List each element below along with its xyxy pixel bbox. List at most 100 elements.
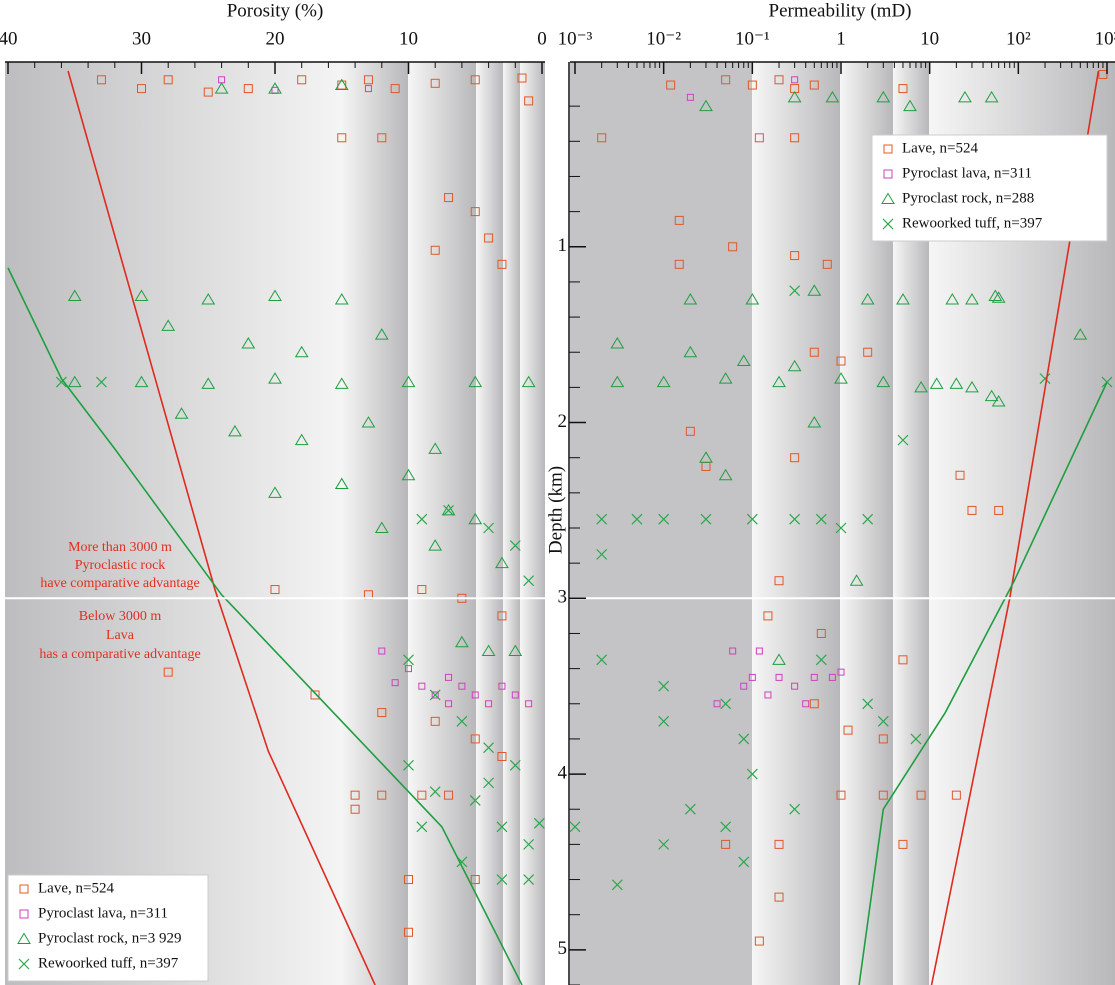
point: [674, 259, 684, 269]
point: [746, 513, 758, 525]
point: [497, 752, 507, 761]
point: [458, 682, 466, 690]
point: [243, 84, 253, 94]
point: [967, 505, 977, 515]
point: [390, 84, 400, 94]
point: [789, 285, 801, 297]
point: [656, 375, 671, 388]
legend-marker: [881, 192, 895, 204]
point: [445, 700, 453, 708]
point: [1073, 328, 1088, 340]
point: [468, 512, 483, 525]
point: [860, 293, 875, 305]
point: [897, 434, 909, 446]
point: [683, 293, 698, 305]
point: [364, 85, 372, 93]
x-tick-label: 40: [0, 28, 18, 49]
annotation: Below 3000 m: [79, 609, 162, 624]
point: [747, 80, 757, 90]
point: [377, 133, 387, 143]
point: [815, 654, 827, 666]
point: [596, 654, 608, 666]
point: [334, 377, 349, 389]
point: [611, 879, 623, 891]
point: [403, 759, 414, 771]
point: [391, 679, 399, 687]
point: [755, 647, 763, 655]
legend-marker: [17, 932, 31, 944]
point: [898, 839, 908, 849]
point: [988, 289, 1003, 301]
point: [428, 442, 443, 454]
point: [596, 548, 608, 560]
point: [862, 513, 874, 525]
point: [403, 654, 414, 666]
point: [1039, 373, 1051, 385]
point: [878, 734, 888, 744]
x-tick-label: 10³: [1095, 28, 1115, 49]
point: [809, 80, 819, 90]
point: [431, 691, 439, 699]
point: [497, 259, 507, 269]
point: [511, 691, 519, 699]
point: [270, 585, 280, 595]
point: [991, 394, 1006, 407]
x-tick-label: 10: [399, 28, 418, 49]
point: [834, 372, 848, 384]
point: [658, 513, 670, 525]
point: [945, 293, 960, 305]
point: [774, 576, 784, 586]
point: [310, 690, 320, 700]
point: [684, 803, 696, 815]
point: [524, 96, 534, 106]
point: [430, 78, 440, 88]
point: [683, 345, 698, 358]
point: [965, 293, 979, 305]
point: [485, 700, 493, 708]
point: [836, 790, 846, 800]
point: [862, 698, 874, 710]
legend-box: [7, 874, 209, 982]
annotation: Pyroclastic rock: [75, 558, 166, 573]
point: [745, 293, 760, 305]
point: [674, 215, 684, 225]
point: [754, 936, 764, 946]
point: [509, 540, 521, 552]
point: [876, 90, 891, 103]
point: [720, 698, 732, 710]
point: [863, 347, 873, 357]
point: [404, 875, 413, 885]
point: [658, 838, 670, 850]
point: [828, 673, 836, 681]
point: [738, 733, 750, 745]
plot-area: [5, 70, 545, 985]
point: [700, 513, 712, 525]
point: [728, 242, 738, 252]
legend-label: Lave, n=524: [38, 880, 114, 896]
point: [763, 611, 773, 621]
point: [994, 505, 1004, 515]
legend-label: Pyroclast lava, n=311: [38, 905, 168, 921]
point: [361, 416, 376, 428]
point: [523, 874, 535, 885]
point: [896, 293, 910, 305]
point: [713, 700, 721, 708]
point: [417, 585, 427, 595]
point: [203, 87, 213, 97]
point: [334, 477, 349, 490]
point: [807, 416, 822, 428]
point: [523, 575, 535, 587]
point: [721, 839, 731, 849]
point: [910, 733, 922, 745]
point: [350, 790, 360, 800]
point: [96, 75, 106, 85]
point: [721, 75, 731, 85]
x-tick-label: 10⁻³: [558, 28, 593, 49]
point: [835, 522, 847, 534]
point: [949, 377, 964, 389]
point: [596, 513, 608, 525]
point: [508, 644, 523, 657]
legend-marker: [883, 144, 893, 154]
plot-layer: [5, 70, 1115, 985]
point: [430, 245, 440, 255]
